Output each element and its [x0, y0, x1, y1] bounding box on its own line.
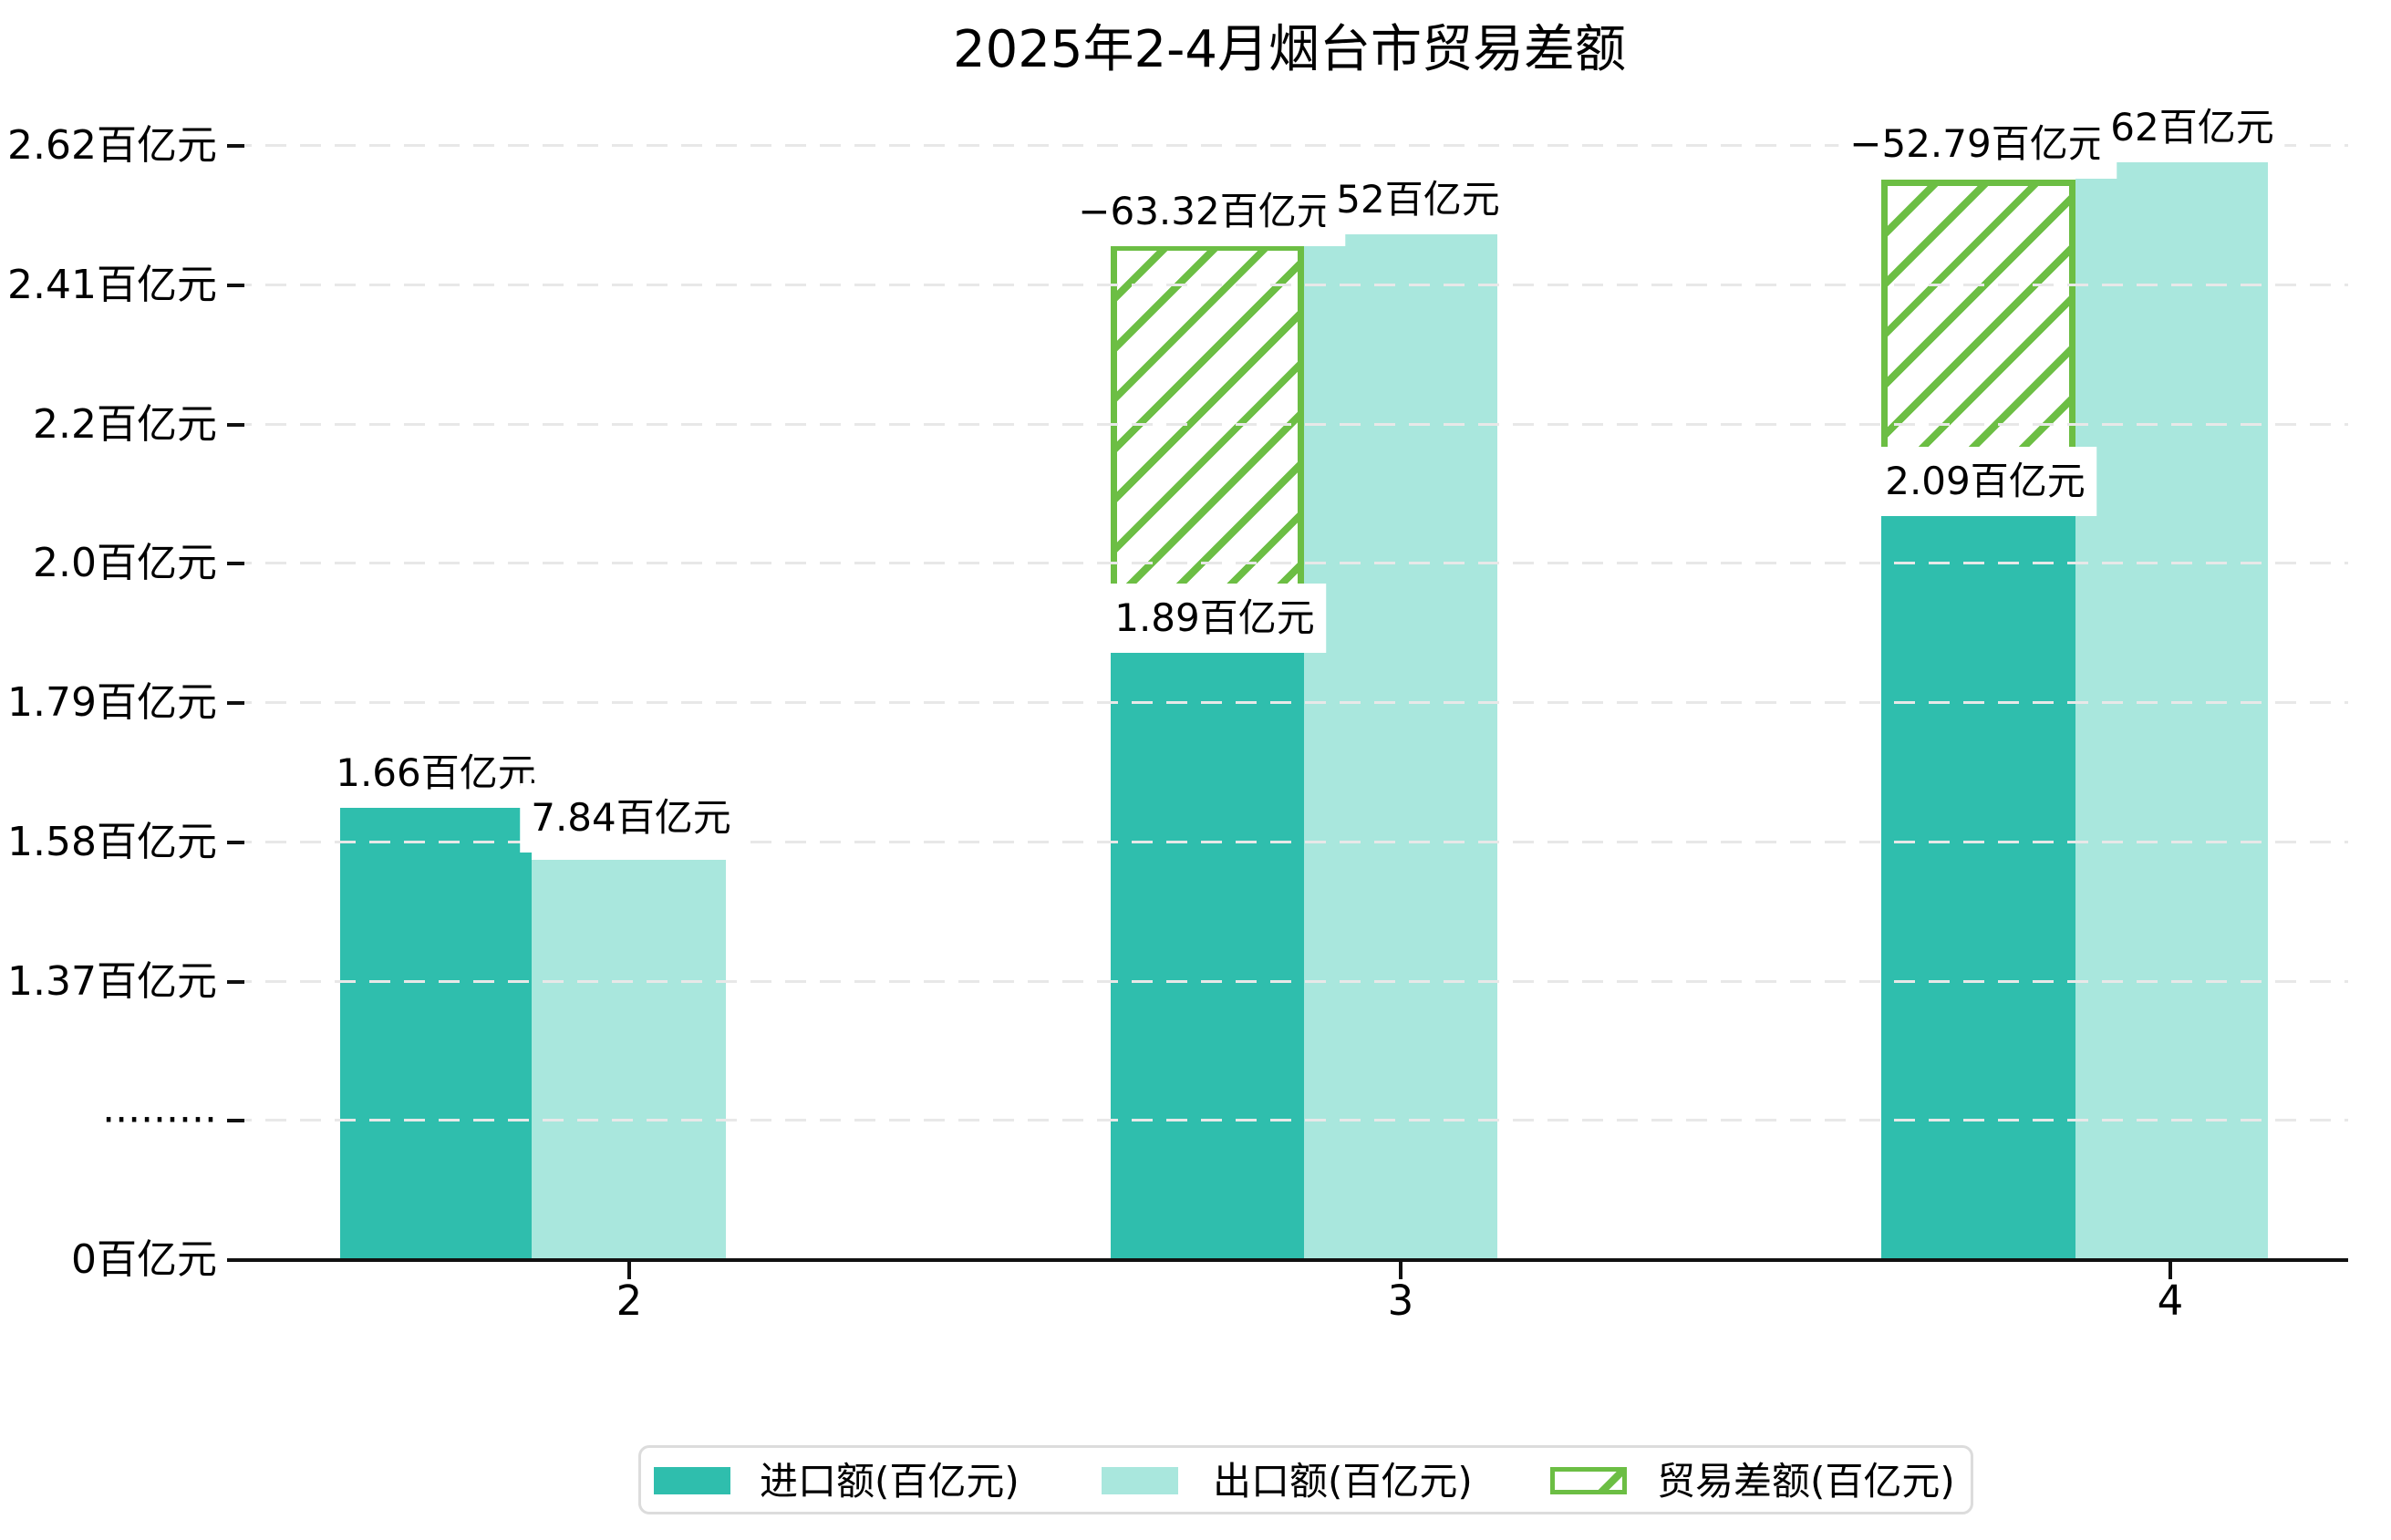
legend-swatch-trade-balance — [1550, 1467, 1627, 1494]
bar-value-label: 1.89百亿元 — [1103, 584, 1326, 653]
y-tick-label: 1.58百亿元 — [7, 819, 217, 865]
y-tick-label: 2.0百亿元 — [33, 540, 217, 586]
y-tick-mark — [227, 701, 244, 705]
gridline — [231, 841, 2348, 843]
y-tick-mark — [227, 980, 244, 984]
y-tick-mark — [227, 144, 244, 148]
gridline — [231, 562, 2348, 564]
gridline — [231, 284, 2348, 286]
bar-export-month-2 — [532, 860, 726, 1260]
x-tick-label: 2 — [616, 1276, 643, 1325]
gridline — [231, 423, 2348, 426]
legend-label-export: 出口额(百亿元) — [1213, 1459, 1473, 1504]
gridline — [231, 701, 2348, 704]
gridline — [231, 1119, 2348, 1121]
y-tick-label: 2.41百亿元 — [7, 262, 217, 308]
x-axis-line — [231, 1258, 2348, 1262]
gridline — [231, 980, 2348, 983]
bar-export-month-3 — [1304, 228, 1497, 1260]
y-axis-break-label: ········· — [102, 1097, 217, 1143]
y-tick-label: 0百亿元 — [71, 1236, 217, 1283]
x-tick-label: 3 — [1387, 1276, 1414, 1325]
bar-value-label: 62百亿元 — [2099, 93, 2285, 162]
y-tick-mark — [227, 423, 244, 427]
y-tick-mark — [227, 841, 244, 844]
bar-import-month-4 — [1881, 516, 2075, 1260]
bar-export-month-4 — [2075, 160, 2268, 1260]
bar-value-label: −52.79百亿元 — [1838, 109, 2117, 179]
bar-value-label: 52百亿元 — [1325, 165, 1511, 234]
y-tick-mark — [227, 1119, 244, 1122]
gridline — [231, 144, 2348, 147]
y-tick-label: 2.2百亿元 — [33, 401, 217, 448]
bar-value-label: 1.66百亿元 — [325, 739, 547, 808]
bar-import-month-3 — [1111, 653, 1304, 1260]
legend-swatch-import — [654, 1467, 730, 1494]
x-tick-label: 4 — [2157, 1276, 2184, 1325]
chart-title: 2025年2-4月烟台市贸易差额 — [953, 20, 1626, 79]
bar-value-label: 7.84百亿元 — [520, 783, 742, 853]
x-tick-mark — [627, 1262, 631, 1279]
bar-import-month-2 — [340, 806, 532, 1260]
y-tick-mark — [227, 284, 244, 287]
bar-value-label: 2.09百亿元 — [1874, 447, 2096, 516]
y-tick-mark — [227, 562, 244, 565]
x-tick-mark — [2168, 1262, 2172, 1279]
legend: 进口额(百亿元) 出口额(百亿元) 贸易差额(百亿元) — [638, 1445, 1973, 1514]
legend-label-import: 进口额(百亿元) — [760, 1459, 1020, 1504]
bar-value-label: −63.32百亿元 — [1067, 177, 1346, 246]
y-tick-label: 2.62百亿元 — [7, 122, 217, 169]
legend-swatch-export — [1102, 1467, 1178, 1494]
legend-label-trade-balance: 贸易差额(百亿元) — [1657, 1459, 1955, 1504]
y-tick-label: 1.37百亿元 — [7, 958, 217, 1005]
x-tick-mark — [1399, 1262, 1403, 1279]
y-tick-label: 1.79百亿元 — [7, 679, 217, 726]
